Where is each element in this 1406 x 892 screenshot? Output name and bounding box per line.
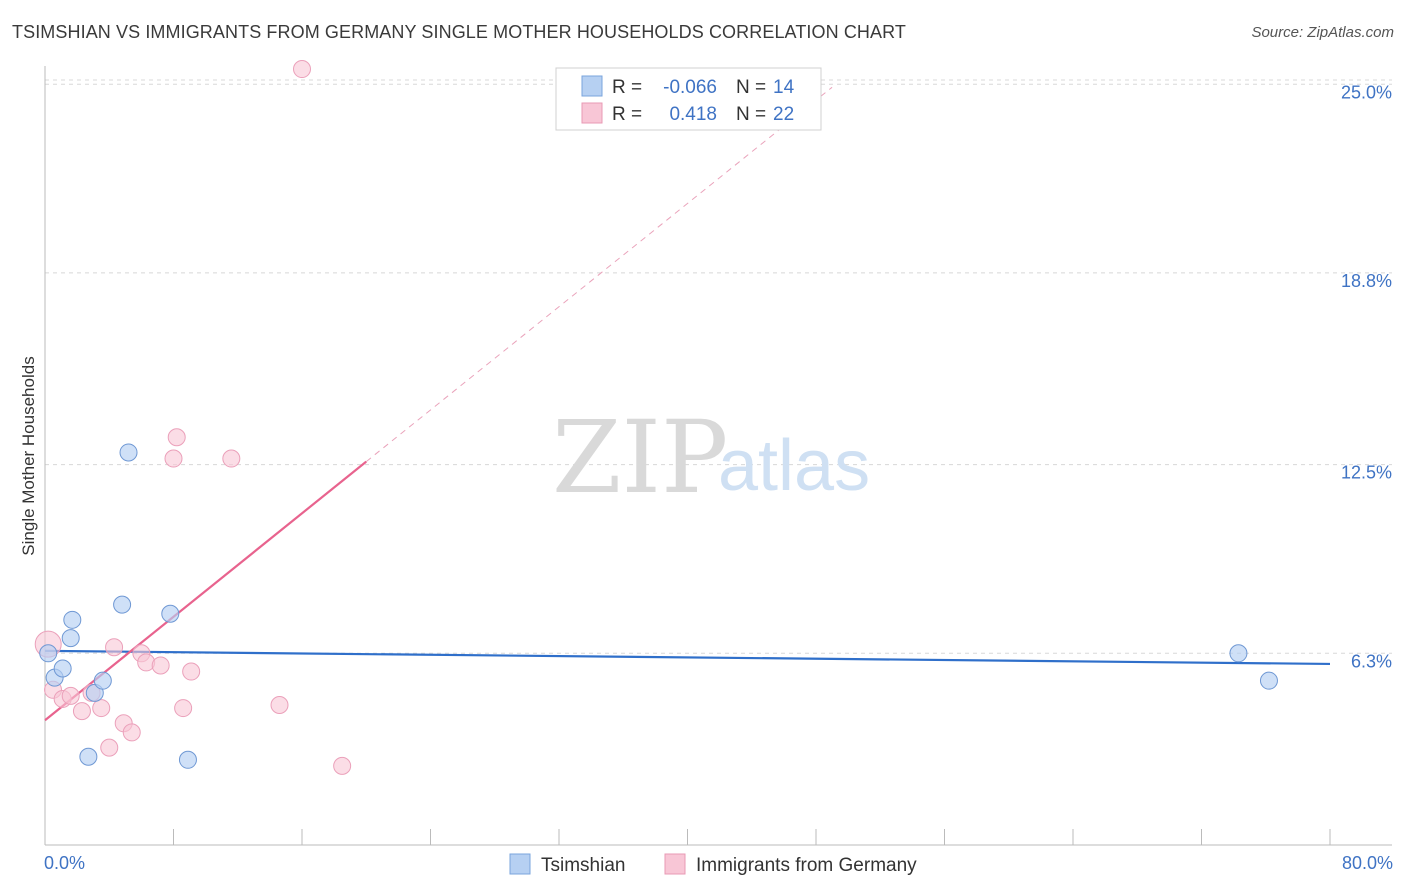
series-legend-label-germany: Immigrants from Germany — [696, 855, 917, 876]
grid-lines — [45, 79, 1392, 654]
series-legend-swatch-germany — [664, 853, 686, 875]
point-germany — [105, 638, 124, 657]
point-tsimshian — [53, 659, 72, 678]
scatter-points — [34, 60, 1278, 775]
point-germany — [270, 696, 289, 715]
legend-swatch-germany — [581, 102, 603, 124]
legend-r-label-2: R = — [612, 104, 642, 125]
y-tick-labels: 6.3% 12.5% 18.8% 25.0% — [1341, 82, 1392, 671]
point-germany — [122, 723, 141, 742]
trend-line-tsimshian — [44, 649, 1331, 666]
point-germany — [164, 449, 183, 468]
y-tick-label: 6.3% — [1351, 651, 1392, 671]
legend-r-value-2: 0.418 — [669, 104, 717, 125]
legend-n-label-1: N = — [736, 77, 766, 98]
watermark-atlas: atlas — [718, 426, 870, 506]
point-tsimshian — [1229, 644, 1248, 663]
x-tick-labels: 0.0% 80.0% — [44, 853, 1393, 873]
legend-r-label-1: R = — [612, 77, 642, 98]
source-credit: Source: ZipAtlas.com — [1251, 24, 1394, 41]
point-germany — [151, 656, 170, 675]
legend-swatch-tsimshian — [581, 75, 603, 97]
watermark-zip: ZIP — [552, 399, 728, 516]
legend-n-label-2: N = — [736, 104, 766, 125]
point-germany — [92, 699, 111, 718]
trend-line-germany-extension — [365, 86, 833, 462]
trend-line-germany — [44, 460, 367, 722]
point-tsimshian — [161, 604, 180, 623]
x-tick-label-min: 0.0% — [44, 853, 85, 873]
point-germany — [72, 702, 91, 721]
point-tsimshian — [178, 750, 197, 769]
series-legend-swatch-tsimshian — [509, 853, 531, 875]
point-germany — [222, 449, 241, 468]
point-tsimshian — [79, 747, 98, 766]
point-tsimshian — [113, 595, 132, 614]
y-tick-label: 18.8% — [1341, 271, 1392, 291]
y-tick-label: 12.5% — [1341, 463, 1392, 483]
point-tsimshian — [61, 629, 80, 648]
x-tick-label-max: 80.0% — [1342, 853, 1393, 873]
legend-n-value-2: 22 — [773, 104, 794, 125]
y-axis-label: Single Mother Households — [19, 356, 38, 555]
point-germany — [100, 738, 119, 757]
legend-r-value-1: -0.066 — [663, 77, 717, 98]
point-germany — [333, 756, 352, 775]
point-tsimshian — [1259, 671, 1278, 690]
series-legend: Tsimshian Immigrants from Germany — [509, 853, 917, 876]
point-tsimshian — [119, 443, 138, 462]
point-germany — [174, 699, 193, 718]
point-germany — [167, 428, 186, 447]
series-legend-label-tsimshian: Tsimshian — [541, 855, 625, 876]
y-tick-label: 25.0% — [1341, 82, 1392, 102]
axes — [44, 66, 1392, 846]
chart-title: TSIMSHIAN VS IMMIGRANTS FROM GERMANY SIN… — [12, 22, 906, 42]
legend-n-value-1: 14 — [773, 77, 795, 98]
point-tsimshian — [39, 644, 58, 663]
point-tsimshian — [63, 610, 82, 629]
point-tsimshian — [93, 671, 112, 690]
point-germany — [61, 686, 80, 705]
stats-legend: R = -0.066 N = 14 R = 0.418 N = 22 — [555, 67, 822, 131]
point-germany — [293, 60, 311, 79]
point-germany — [182, 662, 201, 681]
